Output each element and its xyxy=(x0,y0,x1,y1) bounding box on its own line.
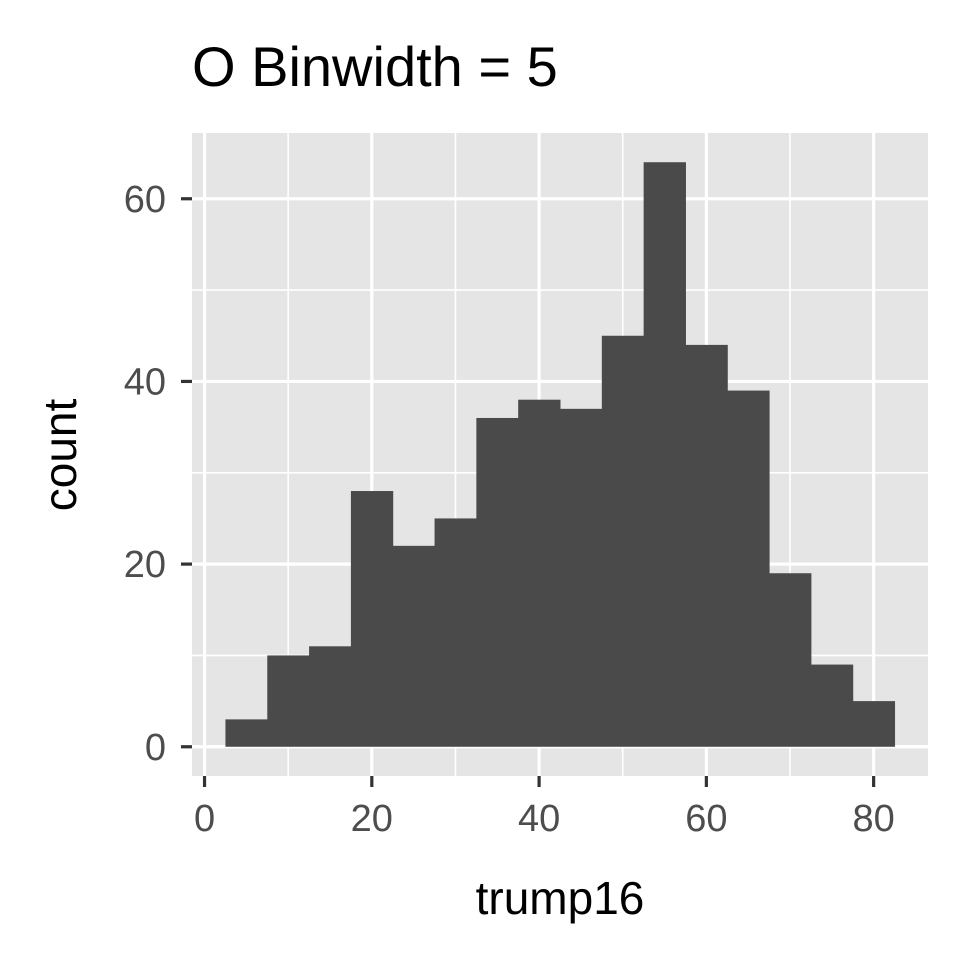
histogram-bar xyxy=(769,573,812,747)
histogram-bar xyxy=(350,491,394,747)
histogram-bar xyxy=(392,545,436,747)
y-tick-label: 20 xyxy=(124,544,166,586)
histogram-bar xyxy=(476,417,519,747)
histogram-bar xyxy=(225,719,268,747)
chart-title: O Binwidth = 5 xyxy=(192,35,558,98)
x-tick-label: 80 xyxy=(852,798,894,840)
y-tick-label: 0 xyxy=(145,727,166,769)
histogram-bar xyxy=(518,399,561,747)
histogram-bar xyxy=(643,162,686,747)
x-axis-title: trump16 xyxy=(476,872,645,924)
x-tick-label: 20 xyxy=(351,798,393,840)
y-axis-title: count xyxy=(34,399,86,512)
histogram-bar xyxy=(560,408,603,747)
y-tick-label: 60 xyxy=(124,179,166,221)
histogram-bar xyxy=(309,646,352,747)
x-tick-label: 0 xyxy=(194,798,215,840)
x-tick-label: 60 xyxy=(685,798,727,840)
x-axis: 0 20 40 60 80 xyxy=(194,776,895,840)
histogram-bar xyxy=(810,664,854,747)
histogram-bar xyxy=(601,335,645,747)
y-tick-label: 40 xyxy=(124,361,166,403)
histogram-bar xyxy=(267,655,310,747)
histogram-bars xyxy=(225,162,896,747)
y-axis: 0 20 40 60 xyxy=(124,179,192,769)
histogram-bar xyxy=(852,701,896,747)
histogram-bar xyxy=(434,518,477,747)
x-tick-label: 40 xyxy=(518,798,560,840)
histogram-bar xyxy=(685,344,728,747)
histogram-bar xyxy=(727,390,770,747)
